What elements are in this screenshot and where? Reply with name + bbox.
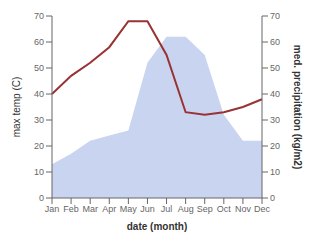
svg-text:Jan: Jan — [45, 204, 60, 214]
svg-text:Apr: Apr — [102, 204, 116, 214]
svg-text:70: 70 — [270, 11, 280, 21]
svg-text:40: 40 — [270, 89, 280, 99]
svg-text:Feb: Feb — [63, 204, 79, 214]
svg-text:Nov: Nov — [235, 204, 252, 214]
svg-text:60: 60 — [34, 37, 44, 47]
svg-text:Oct: Oct — [217, 204, 232, 214]
svg-text:10: 10 — [34, 167, 44, 177]
svg-text:Dec: Dec — [254, 204, 271, 214]
svg-text:20: 20 — [34, 141, 44, 151]
svg-text:max temp (C): max temp (C) — [11, 77, 22, 138]
svg-text:30: 30 — [34, 115, 44, 125]
svg-text:60: 60 — [270, 37, 280, 47]
svg-text:Sep: Sep — [197, 204, 213, 214]
svg-text:0: 0 — [270, 193, 275, 203]
svg-text:20: 20 — [270, 141, 280, 151]
svg-text:date (month): date (month) — [127, 221, 188, 232]
svg-text:70: 70 — [34, 11, 44, 21]
svg-text:Jul: Jul — [161, 204, 173, 214]
svg-text:Jun: Jun — [140, 204, 155, 214]
svg-text:50: 50 — [34, 63, 44, 73]
svg-text:0: 0 — [39, 193, 44, 203]
svg-text:Aug: Aug — [178, 204, 194, 214]
svg-text:40: 40 — [34, 89, 44, 99]
svg-text:30: 30 — [270, 115, 280, 125]
svg-text:Mar: Mar — [82, 204, 98, 214]
svg-text:10: 10 — [270, 167, 280, 177]
svg-text:med. precipitation (kg/m2): med. precipitation (kg/m2) — [292, 45, 303, 169]
svg-text:May: May — [120, 204, 138, 214]
svg-text:50: 50 — [270, 63, 280, 73]
